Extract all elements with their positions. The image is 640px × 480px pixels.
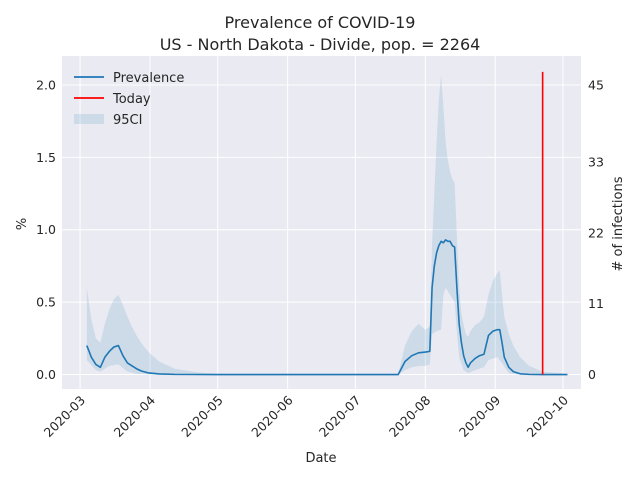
y-tick-label: 0.5: [36, 295, 56, 310]
y-tick-label: 1.5: [36, 150, 56, 165]
y2-tick-label: 45: [588, 77, 604, 92]
ci-band-layer: [86, 74, 568, 375]
y-tick-label: 1.0: [36, 222, 56, 237]
y2-tick-label: 22: [588, 225, 604, 240]
y-axis-label: %: [15, 218, 30, 230]
x-tick-label: 2020-10: [524, 392, 572, 440]
x-tick-label: 2020-04: [111, 392, 159, 440]
x-axis-ticks: 2020-03 2020-04 2020-05 2020-06 2020-07 2020-…: [41, 392, 571, 440]
prevalence-line: [86, 239, 568, 376]
legend-ci-label: 95CI: [113, 113, 142, 128]
x-axis-label: Date: [305, 451, 336, 466]
y2-axis-ticks: 0 11 22 33 45: [588, 77, 604, 382]
x-tick-label: 2020-07: [316, 393, 364, 441]
y-axis-ticks: 0.0 0.5 1.0 1.5 2.0: [36, 77, 56, 382]
legend-today-label: Today: [112, 92, 151, 107]
y2-tick-label: 0: [588, 367, 596, 382]
prevalence-line-layer: [86, 239, 568, 376]
x-tick-label: 2020-06: [248, 392, 296, 440]
ci-band: [86, 74, 568, 375]
y2-tick-label: 33: [588, 155, 604, 170]
plot-background: [62, 56, 581, 389]
x-tick-label: 2020-05: [178, 393, 226, 441]
x-tick-label: 2020-03: [41, 393, 89, 441]
legend: Prevalence Today 95CI: [74, 71, 184, 128]
x-tick-label: 2020-08: [386, 392, 434, 440]
chart-subtitle: US - North Dakota - Divide, pop. = 2264: [160, 35, 481, 54]
y2-tick-label: 11: [588, 296, 604, 311]
chart-title: Prevalence of COVID-19: [225, 13, 416, 32]
legend-prevalence-label: Prevalence: [113, 71, 184, 86]
y-tick-label: 2.0: [36, 77, 56, 92]
grid-lines: [62, 56, 581, 389]
legend-ci-swatch: [74, 114, 104, 124]
x-tick-label: 2020-09: [456, 392, 504, 440]
y2-axis-label: # of infections: [611, 176, 626, 271]
y-tick-label: 0.0: [36, 367, 56, 382]
